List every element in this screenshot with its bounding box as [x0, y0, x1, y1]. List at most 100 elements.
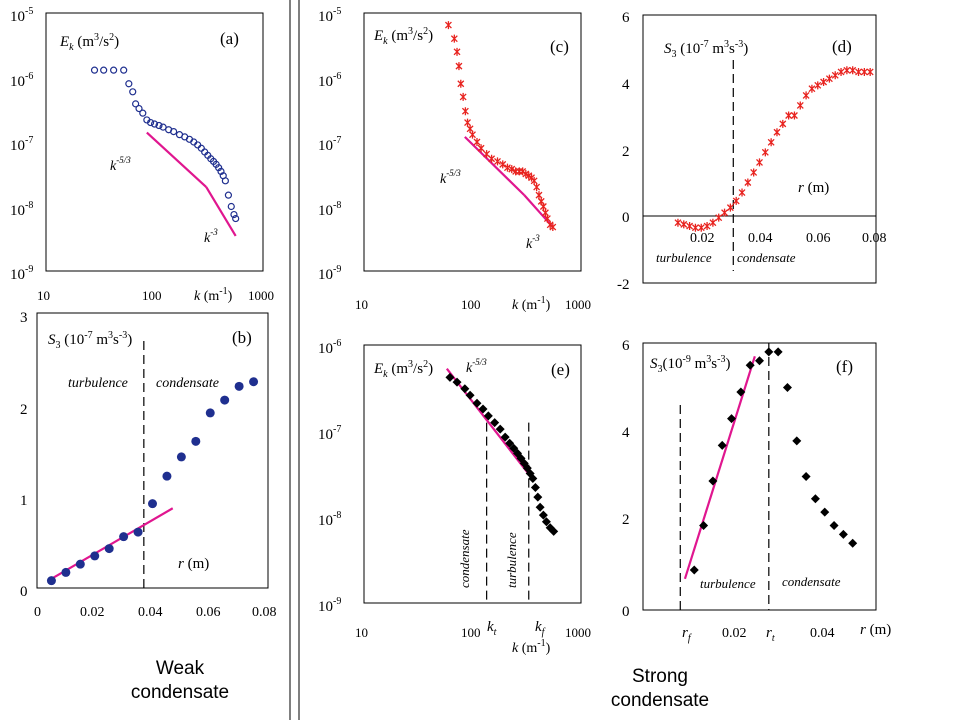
- slope-label: k-5/3: [440, 168, 461, 187]
- region-label: turbulence: [656, 250, 712, 265]
- data-point: [150, 120, 159, 128]
- data-point: [549, 223, 557, 232]
- data-point: [750, 168, 758, 177]
- data-point: [120, 66, 128, 74]
- data-point: [104, 544, 114, 554]
- data-point: [773, 347, 783, 357]
- x-tick-label: 0.08: [862, 231, 887, 246]
- panel-label: (a): [220, 29, 239, 48]
- data-point: [829, 520, 839, 530]
- data-point: [691, 223, 699, 232]
- x-tick-label: 10: [355, 297, 368, 312]
- data-point: [782, 383, 792, 392]
- x-tick-labels: 0.02 0.04 0.06 0.08: [690, 231, 887, 246]
- fit-line: [445, 368, 532, 477]
- data-point: [227, 202, 235, 211]
- x-tick-label: 0.02: [690, 231, 715, 246]
- plot-frame: [642, 342, 877, 611]
- data-point: [855, 67, 862, 76]
- x-tick-label: 0.04: [810, 626, 835, 641]
- x-tick-label: 0.04: [138, 605, 163, 620]
- data-point: [792, 436, 802, 446]
- fit-line: [464, 136, 526, 196]
- x-tick-label: 0.08: [252, 605, 277, 620]
- y-tick-label: 10-5: [318, 6, 341, 25]
- data-point: [472, 398, 482, 408]
- plot-frame: [363, 344, 582, 604]
- data-point: [461, 107, 469, 116]
- x-tick-label: 0: [34, 605, 41, 620]
- y-tick-label: 10-6: [318, 338, 341, 357]
- y-tick-label: 3: [20, 310, 28, 326]
- x-axis-label: k (m-1): [512, 295, 551, 313]
- data-point: [726, 203, 734, 212]
- caption-line: Weak: [155, 658, 205, 679]
- x-tick-label: 100: [461, 625, 481, 640]
- caption-line: condensate: [130, 682, 230, 703]
- data-point: [727, 414, 737, 424]
- caption-weak: Weak condensate: [100, 657, 260, 705]
- data-point: [814, 81, 822, 90]
- fit-line: [523, 194, 554, 228]
- plot-frame: [642, 14, 877, 284]
- x-tick-label: 1000: [248, 288, 274, 303]
- data-point: [444, 21, 452, 30]
- data-point: [469, 130, 476, 139]
- data-point: [221, 177, 229, 185]
- data-point: [831, 71, 839, 80]
- y-tick-label: 6: [622, 10, 630, 26]
- data-point: [745, 360, 755, 370]
- data-point: [533, 183, 541, 192]
- data-point: [155, 121, 163, 130]
- data-point: [779, 119, 787, 128]
- data-point: [708, 476, 718, 486]
- data-point: [773, 128, 781, 137]
- x-axis-label: k (m-1): [512, 638, 551, 656]
- panel-label: (e): [551, 360, 570, 379]
- data-point: [500, 432, 510, 442]
- data-point: [530, 483, 540, 493]
- region-label: condensate: [782, 574, 841, 589]
- data-point: [220, 395, 230, 405]
- y-tick-label: 4: [622, 425, 630, 441]
- data-point: [528, 474, 538, 484]
- data-point: [452, 377, 462, 387]
- data-point: [488, 154, 496, 163]
- data-point: [505, 438, 515, 448]
- vline-label: rf: [682, 625, 692, 644]
- slope-label: k-3: [204, 227, 218, 246]
- x-tick-labels: 10 100 1000: [37, 288, 274, 303]
- data-point: [230, 210, 238, 219]
- panel-label: (c): [550, 37, 569, 56]
- data-point: [504, 163, 511, 172]
- vline-label: kt: [487, 619, 497, 638]
- data-point: [465, 390, 475, 400]
- data-point: [744, 178, 752, 187]
- data-point: [717, 440, 727, 450]
- data-point: [499, 160, 507, 169]
- x-tick-label: 10: [37, 288, 50, 303]
- y-tick-label: 10-8: [10, 200, 33, 219]
- y-tick-label: 2: [20, 402, 28, 418]
- y-tick-label: 0: [622, 604, 630, 620]
- data-point: [197, 144, 205, 152]
- data-point: [129, 88, 137, 96]
- y-tick-label: 2: [622, 512, 630, 528]
- x-tick-label: 0.04: [748, 231, 773, 246]
- slope-label: k-5/3: [110, 155, 131, 174]
- data-point: [738, 188, 746, 197]
- region-label: turbulence: [700, 576, 756, 591]
- x-axis-label: r (m): [178, 556, 209, 572]
- data-point: [90, 66, 99, 74]
- x-tick-labels: 0 0.02 0.04 0.06 0.08: [34, 605, 277, 620]
- y-tick-label: 2: [622, 144, 630, 160]
- y-tick-label: 4: [622, 77, 630, 93]
- data-point: [848, 538, 858, 548]
- data-point: [825, 74, 833, 83]
- x-tick-label: 0.02: [80, 605, 105, 620]
- data-point: [224, 191, 233, 199]
- data-point: [159, 123, 167, 131]
- x-axis-label: r (m): [798, 180, 829, 196]
- y-tick-labels: 10-5 10-6 10-7 10-8 10-9: [318, 6, 341, 283]
- fit-line: [683, 356, 756, 580]
